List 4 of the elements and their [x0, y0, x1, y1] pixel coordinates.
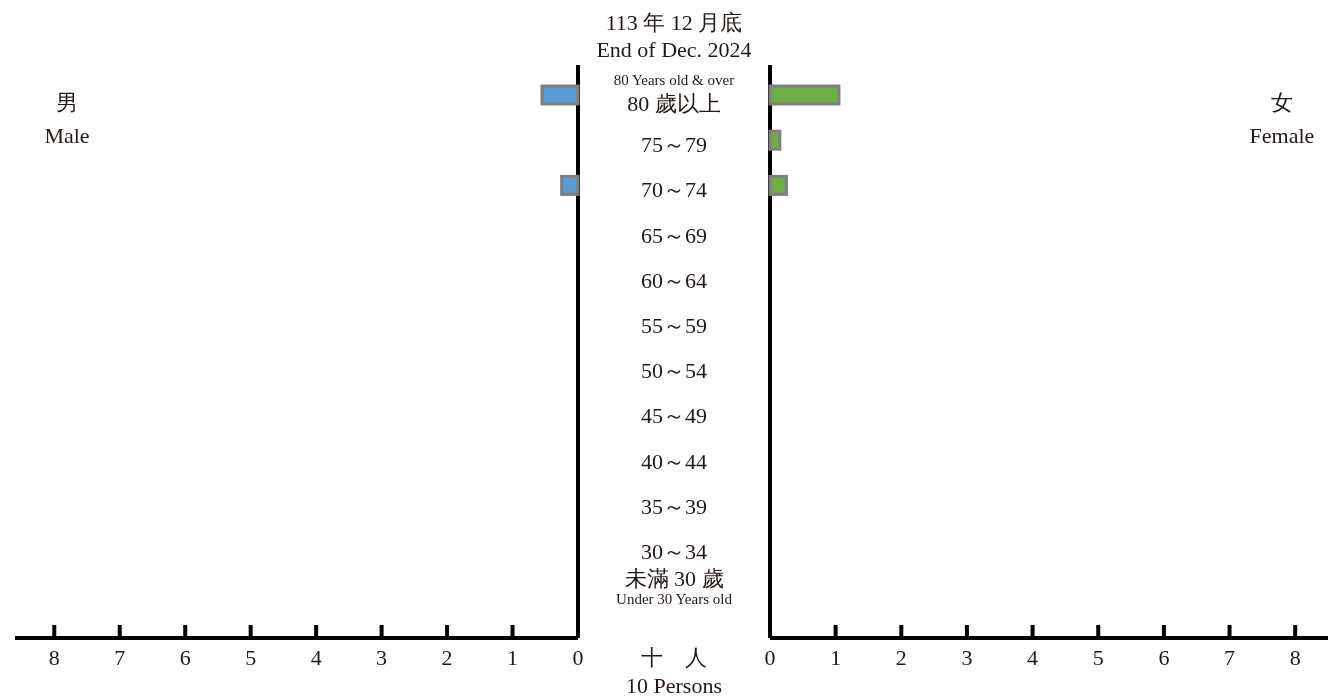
xlabel: 十 人 10 Persons [626, 645, 722, 698]
annotation: 男 Male [44, 90, 90, 148]
subtitle: 113 年 12 月底 End of Dec. 2024 [596, 10, 752, 62]
annotation: 女 Female [1249, 90, 1315, 148]
